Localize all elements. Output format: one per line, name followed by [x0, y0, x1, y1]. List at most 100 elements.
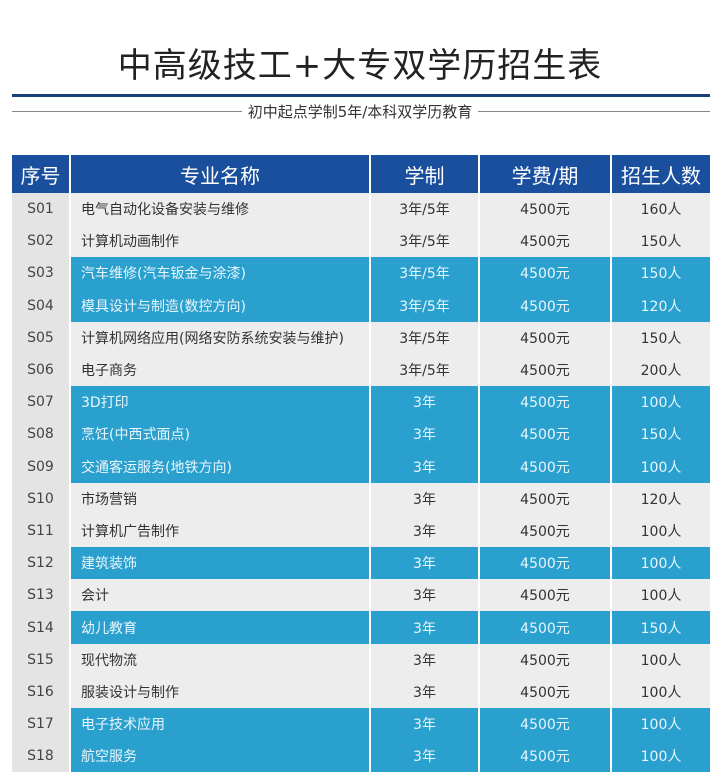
- study-years: 3年/5年: [369, 289, 479, 322]
- study-years: 3年: [369, 675, 479, 708]
- enrollment-count: 100人: [610, 514, 710, 548]
- study-years: 3年/5年: [369, 257, 479, 290]
- table-row: S18 航空服务 3年 4500元 100人: [12, 740, 710, 773]
- enrollment-count: 120人: [610, 289, 710, 322]
- table-row: S02 计算机动画制作 3年/5年 4500元 150人: [12, 225, 710, 258]
- header-name: 专业名称: [69, 155, 370, 193]
- study-years: 3年/5年: [369, 225, 479, 258]
- tuition-fee: 4500元: [478, 225, 611, 258]
- table-row: S15 现代物流 3年 4500元 100人: [12, 643, 710, 676]
- tuition-fee: 4500元: [478, 579, 611, 612]
- table-row: S07 3D打印 3年 4500元 100人: [12, 386, 710, 419]
- table-header: 序号 专业名称 学制 学费/期 招生人数: [12, 155, 710, 193]
- major-name: 会计: [69, 579, 370, 612]
- major-name: 汽车维修(汽车钣金与涂漆): [69, 257, 370, 290]
- table-row: S12 建筑装饰 3年 4500元 100人: [12, 547, 710, 580]
- major-name: 建筑装饰: [69, 547, 370, 580]
- table-row: S17 电子技术应用 3年 4500元 100人: [12, 708, 710, 741]
- major-name: 航空服务: [69, 740, 370, 773]
- row-number: S15: [12, 643, 70, 676]
- enrollment-count: 100人: [610, 643, 710, 676]
- enrollment-count: 150人: [610, 257, 710, 290]
- major-name: 计算机网络应用(网络安防系统安装与维护): [69, 321, 370, 354]
- header-count: 招生人数: [610, 155, 710, 193]
- enrollment-count: 100人: [610, 386, 710, 419]
- enrollment-count: 100人: [610, 740, 710, 773]
- tuition-fee: 4500元: [478, 547, 611, 580]
- row-number: S18: [12, 740, 70, 773]
- enrollment-count: 150人: [610, 225, 710, 258]
- major-name: 计算机动画制作: [69, 225, 370, 258]
- table-row: S04 模具设计与制造(数控方向) 3年/5年 4500元 120人: [12, 289, 710, 322]
- page-title: 中高级技工+大专双学历招生表: [117, 46, 603, 86]
- study-years: 3年: [369, 386, 479, 419]
- enrollment-count: 100人: [610, 450, 710, 483]
- study-years: 3年/5年: [369, 193, 479, 226]
- row-number: S16: [12, 675, 70, 708]
- row-number: S07: [12, 386, 70, 419]
- title-divider: [12, 94, 710, 97]
- study-years: 3年: [369, 547, 479, 580]
- row-number: S05: [12, 321, 70, 354]
- row-number: S04: [12, 289, 70, 322]
- row-number: S11: [12, 514, 70, 548]
- major-name: 模具设计与制造(数控方向): [69, 289, 370, 322]
- enrollment-count: 100人: [610, 579, 710, 612]
- study-years: 3年: [369, 643, 479, 676]
- row-number: S09: [12, 450, 70, 483]
- tuition-fee: 4500元: [478, 353, 611, 387]
- study-years: 3年: [369, 708, 479, 741]
- table-row: S06 电子商务 3年/5年 4500元 200人: [12, 353, 710, 387]
- major-name: 服装设计与制作: [69, 675, 370, 708]
- tuition-fee: 4500元: [478, 321, 611, 354]
- study-years: 3年: [369, 482, 479, 515]
- study-years: 3年: [369, 579, 479, 612]
- major-name: 交通客运服务(地铁方向): [69, 450, 370, 483]
- major-name: 幼儿教育: [69, 611, 370, 644]
- enrollment-count: 150人: [610, 418, 710, 451]
- enrollment-count: 160人: [610, 193, 710, 226]
- row-number: S12: [12, 547, 70, 580]
- table-row: S09 交通客运服务(地铁方向) 3年 4500元 100人: [12, 450, 710, 483]
- enrollment-count: 100人: [610, 547, 710, 580]
- study-years: 3年: [369, 450, 479, 483]
- header-no: 序号: [12, 155, 70, 193]
- study-years: 3年/5年: [369, 353, 479, 387]
- enrollment-table: 序号 专业名称 学制 学费/期 招生人数 S01 电气自动化设备安装与维修 3年/5…: [12, 155, 710, 773]
- enrollment-count: 200人: [610, 353, 710, 387]
- row-number: S13: [12, 579, 70, 612]
- major-name: 电气自动化设备安装与维修: [69, 193, 370, 226]
- tuition-fee: 4500元: [478, 643, 611, 676]
- enrollment-count: 100人: [610, 708, 710, 741]
- enrollment-count: 100人: [610, 675, 710, 708]
- tuition-fee: 4500元: [478, 386, 611, 419]
- tuition-fee: 4500元: [478, 514, 611, 548]
- major-name: 市场营销: [69, 482, 370, 515]
- row-number: S17: [12, 708, 70, 741]
- header-fee: 学费/期: [478, 155, 611, 193]
- study-years: 3年: [369, 611, 479, 644]
- tuition-fee: 4500元: [478, 257, 611, 290]
- tuition-fee: 4500元: [478, 611, 611, 644]
- enrollment-count: 120人: [610, 482, 710, 515]
- study-years: 3年: [369, 740, 479, 773]
- table-row: S13 会计 3年 4500元 100人: [12, 579, 710, 612]
- row-number: S02: [12, 225, 70, 258]
- tuition-fee: 4500元: [478, 675, 611, 708]
- subtitle-wrap: 初中起点学制5年/本科双学历教育: [0, 101, 720, 122]
- tuition-fee: 4500元: [478, 450, 611, 483]
- tuition-fee: 4500元: [478, 740, 611, 773]
- enrollment-count: 150人: [610, 611, 710, 644]
- table-row: S08 烹饪(中西式面点) 3年 4500元 150人: [12, 418, 710, 451]
- row-number: S10: [12, 482, 70, 515]
- table-row: S11 计算机广告制作 3年 4500元 100人: [12, 514, 710, 548]
- major-name: 电子商务: [69, 353, 370, 387]
- study-years: 3年: [369, 514, 479, 548]
- row-number: S01: [12, 193, 70, 226]
- table-row: S05 计算机网络应用(网络安防系统安装与维护) 3年/5年 4500元 150人: [12, 321, 710, 354]
- row-number: S03: [12, 257, 70, 290]
- subtitle: 初中起点学制5年/本科双学历教育: [241, 103, 479, 121]
- major-name: 现代物流: [69, 643, 370, 676]
- tuition-fee: 4500元: [478, 708, 611, 741]
- tuition-fee: 4500元: [478, 289, 611, 322]
